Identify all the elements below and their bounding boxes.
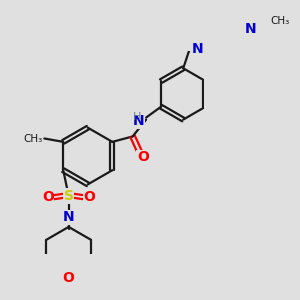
Text: O: O — [63, 271, 75, 285]
Text: N: N — [133, 114, 145, 128]
Text: CH₃: CH₃ — [271, 16, 290, 26]
Text: O: O — [42, 190, 54, 204]
Text: O: O — [137, 150, 149, 164]
Text: S: S — [64, 189, 74, 203]
Text: O: O — [84, 190, 95, 204]
Text: H: H — [133, 112, 141, 122]
Text: N: N — [63, 211, 74, 224]
Text: N: N — [244, 22, 256, 36]
Text: N: N — [191, 42, 203, 56]
Text: CH₃: CH₃ — [24, 134, 43, 144]
